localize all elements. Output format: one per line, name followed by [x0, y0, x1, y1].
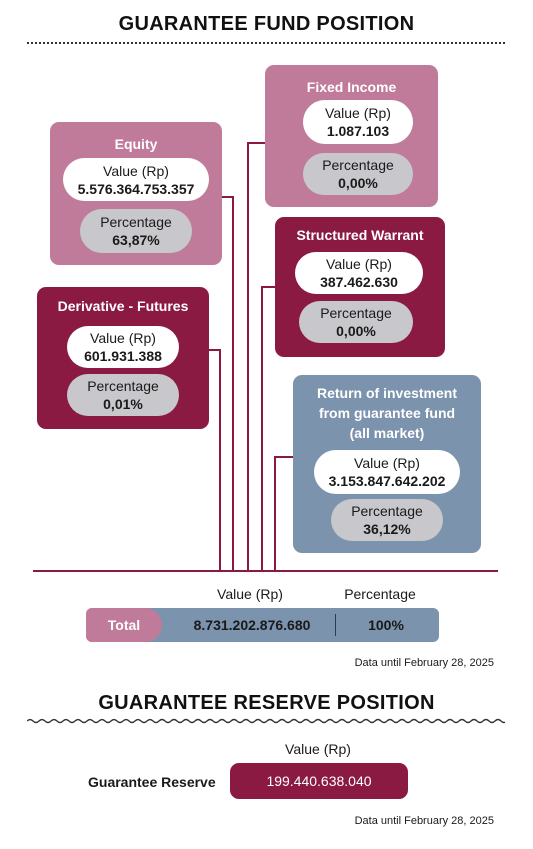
value-label: Value (Rp)	[90, 330, 156, 346]
total-percentage-header: Percentage	[344, 586, 416, 602]
structured-warrant-connector	[261, 286, 275, 571]
value-amount: 1.087.103	[326, 123, 390, 139]
percentage-amount: 0,00%	[336, 323, 376, 339]
percentage-pill: Percentage 0,01%	[67, 374, 179, 416]
percentage-pill: Percentage 36,12%	[331, 499, 443, 541]
wavy-divider	[27, 718, 505, 724]
value-pill: Value (Rp) 387.462.630	[295, 252, 423, 294]
percentage-amount: 0,01%	[103, 396, 143, 412]
value-pill: Value (Rp) 5.576.364.753.357	[63, 158, 209, 201]
reserve-value-header: Value (Rp)	[285, 741, 351, 757]
card-title: Fixed Income	[306, 79, 397, 95]
total-percentage: 100%	[368, 617, 404, 633]
card-title: Equity	[114, 136, 158, 152]
percentage-amount: 0,00%	[338, 175, 378, 191]
derivative-futures-card: Derivative - Futures Value (Rp) 601.931.…	[37, 287, 209, 429]
total-value-header: Value (Rp)	[217, 586, 283, 602]
structured-warrant-card: Structured Warrant Value (Rp) 387.462.63…	[275, 217, 445, 357]
value-label: Value (Rp)	[326, 256, 392, 272]
equity-connector	[220, 196, 234, 571]
percentage-label: Percentage	[87, 378, 159, 394]
value-label: Value (Rp)	[325, 105, 391, 121]
total-divider	[335, 614, 336, 636]
card-title: Derivative - Futures	[57, 298, 189, 314]
value-amount: 5.576.364.753.357	[77, 180, 195, 197]
value-pill: Value (Rp) 3.153.847.642.202	[314, 450, 460, 494]
reserve-title: GUARANTEE RESERVE POSITION	[98, 692, 435, 714]
value-amount: 387.462.630	[320, 274, 398, 290]
total-label-segment: Total	[86, 608, 162, 642]
fixed-income-card: Fixed Income Value (Rp) 1.087.103 Percen…	[265, 65, 438, 207]
reserve-value-box: 199.440.638.040	[230, 763, 408, 799]
value-pill: Value (Rp) 1.087.103	[303, 100, 413, 144]
percentage-amount: 36,12%	[363, 521, 411, 537]
percentage-pill: Percentage 0,00%	[303, 153, 413, 195]
percentage-label: Percentage	[100, 214, 172, 230]
value-amount: 601.931.388	[84, 348, 162, 364]
percentage-pill: Percentage 0,00%	[299, 301, 413, 343]
reserve-value: 199.440.638.040	[266, 773, 372, 789]
total-label: Total	[107, 617, 141, 633]
value-amount: 3.153.847.642.202	[328, 473, 446, 489]
percentage-pill: Percentage 63,87%	[80, 209, 192, 253]
derivative-connector	[208, 349, 221, 571]
return-connector	[274, 456, 293, 571]
fixed-income-connector	[247, 142, 265, 571]
equity-card: Equity Value (Rp) 5.576.364.753.357 Perc…	[50, 122, 222, 265]
title-divider	[27, 42, 505, 44]
percentage-label: Percentage	[322, 157, 394, 173]
card-title-line-3: (all market)	[349, 425, 425, 441]
value-label: Value (Rp)	[354, 455, 420, 471]
card-title-line-2: from guarantee fund	[318, 405, 456, 421]
fund-title: GUARANTEE FUND POSITION	[118, 13, 415, 35]
reserve-label: Guarantee Reserve	[88, 774, 216, 790]
percentage-amount: 63,87%	[112, 232, 160, 248]
percentage-label: Percentage	[320, 305, 392, 321]
fund-date-note: Data until February 28, 2025	[354, 657, 494, 669]
percentage-label: Percentage	[351, 503, 423, 519]
reserve-date-note: Data until February 28, 2025	[354, 815, 494, 827]
value-label: Value (Rp)	[103, 162, 169, 179]
card-title: Structured Warrant	[296, 227, 424, 243]
return-investment-card: Return of investment from guarantee fund…	[293, 375, 481, 553]
total-bar: Total 8.731.202.876.680 100%	[86, 608, 439, 642]
value-pill: Value (Rp) 601.931.388	[67, 326, 179, 368]
total-value: 8.731.202.876.680	[193, 617, 311, 633]
card-title-line-1: Return of investment	[316, 385, 457, 401]
